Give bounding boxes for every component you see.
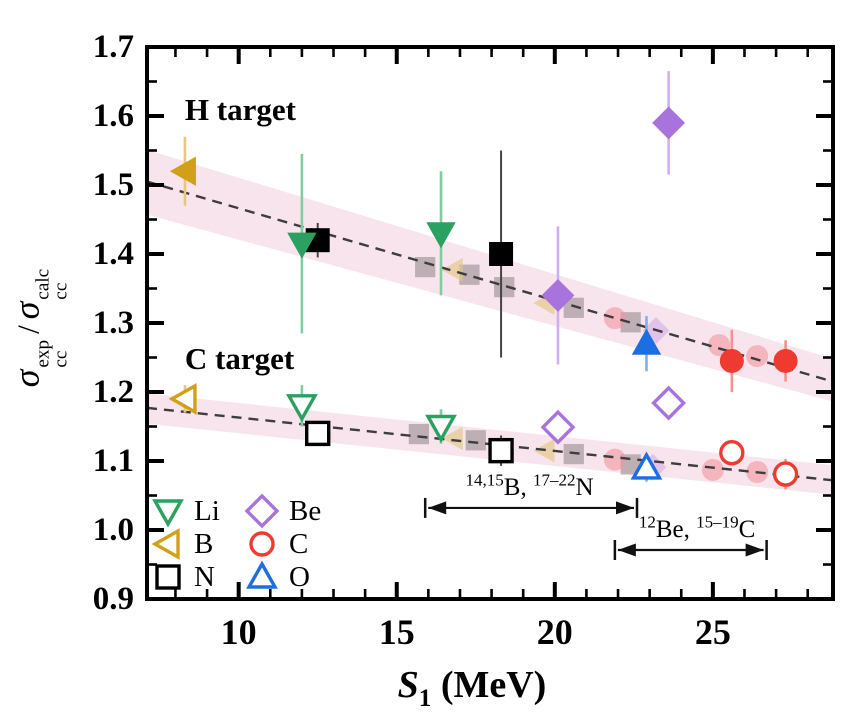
x-tick-label: 20	[537, 612, 573, 652]
y-tick-label: 0.9	[93, 581, 134, 617]
ghost-marker-circle	[603, 448, 626, 471]
x-axis-title: S1 (MeV)	[398, 663, 547, 713]
x-title-sub: 1	[418, 684, 432, 712]
x-title-units: (MeV)	[431, 664, 547, 707]
y-tick-label: 1.7	[93, 29, 134, 65]
legend-marker-C	[249, 531, 275, 557]
annotation-text: N	[575, 473, 594, 501]
ghost-marker-circle	[746, 345, 769, 368]
x-title-symbol: S	[397, 664, 419, 707]
annotation-superscript: 12	[638, 512, 656, 532]
marker-C-c-target	[719, 440, 745, 466]
ghost-marker-square	[494, 277, 515, 298]
marker-B-h-target	[169, 156, 196, 186]
marker-N-h-target	[489, 242, 514, 266]
arrow-head-left	[428, 501, 447, 515]
ghost-marker-square	[465, 430, 486, 451]
marker-N-c-target	[488, 437, 514, 464]
y-tick-label: 1.2	[93, 374, 134, 410]
ghost-marker-circle	[603, 307, 626, 330]
y-title-divider: /	[10, 325, 46, 334]
annotation-superscript: 15–19	[696, 512, 739, 532]
marker-N-c-target	[305, 420, 331, 447]
ghost-marker-circle	[701, 458, 724, 481]
x-tick-label: 15	[379, 612, 415, 652]
x-tick-label: 10	[221, 612, 257, 652]
annotation-text: B,	[503, 473, 533, 501]
marker-Li-c-target	[425, 414, 457, 443]
legend-label-Be: Be	[289, 495, 321, 527]
ghost-marker-square	[563, 297, 584, 318]
ghost-marker-square	[459, 264, 480, 285]
marker-Be-h-target	[652, 106, 686, 140]
marker-O-h-target	[631, 328, 662, 355]
ghost-marker-triangle-left	[441, 257, 463, 282]
y-tick-label: 1.1	[93, 443, 134, 479]
isotope-range-annotation-2: 12Be, 15–19C	[638, 512, 756, 544]
annotation-text: Be,	[655, 516, 697, 543]
confidence-band-h-target	[147, 149, 833, 402]
y-tick-label: 1.6	[93, 98, 134, 134]
annotation-text: C	[738, 516, 756, 543]
y-axis-title: σ exp cc/σ calc cc	[5, 269, 72, 388]
legend-label-C: C	[289, 528, 308, 560]
sigma-symbol: σ	[6, 369, 47, 388]
h-target-label: H target	[184, 92, 296, 128]
ghost-marker-square	[415, 256, 436, 278]
arrow-head-right	[745, 543, 764, 557]
annotation-superscript: 17–22	[532, 470, 576, 490]
legend-marker-Li	[152, 499, 184, 528]
x-tick-label: 25	[695, 612, 731, 652]
plot-border	[145, 45, 835, 601]
legend-label-B: B	[194, 528, 213, 560]
marker-Be-c-target	[651, 385, 687, 421]
ghost-marker-square	[408, 423, 429, 445]
marker-C-h-target	[773, 348, 798, 373]
y-tick-label: 1.4	[93, 236, 134, 272]
marker-Li-h-target	[426, 222, 456, 249]
legend-marker-Be	[244, 493, 280, 529]
marker-C-c-target	[772, 461, 799, 487]
ghost-marker-triangle-left	[441, 426, 463, 451]
y-tick-label: 1.0	[93, 512, 134, 548]
marker-Li-h-target	[287, 232, 317, 259]
marker-Be-h-target	[541, 278, 575, 312]
annotation-superscript: 14,15	[465, 470, 504, 490]
y-title-sub-cc: cc	[50, 282, 72, 300]
marker-C-h-target	[719, 348, 744, 373]
legend-marker-O	[246, 560, 278, 589]
y-tick-label: 1.5	[93, 167, 134, 203]
marker-Li-c-target	[285, 394, 318, 423]
marker-Be-c-target	[540, 409, 576, 445]
legend-marker-N	[155, 564, 181, 590]
y-title-sub-cc: cc	[50, 350, 72, 368]
arrow-head-left	[617, 543, 636, 557]
legend-label-O: O	[289, 561, 310, 593]
c-target-label: C target	[184, 340, 295, 376]
legend-label-N: N	[194, 561, 215, 593]
legend-label-Li: Li	[194, 495, 220, 527]
sigma-symbol: σ	[6, 301, 47, 320]
fit-line-h-target	[146, 180, 834, 383]
arrow-head-right	[616, 501, 634, 515]
legend-marker-B	[151, 528, 180, 560]
isotope-range-annotation-1: 14,15B, 17–22N	[465, 470, 594, 502]
marker-B-c-target	[168, 382, 197, 415]
marker-O-c-target	[630, 451, 663, 480]
y-tick-label: 1.3	[93, 305, 134, 341]
